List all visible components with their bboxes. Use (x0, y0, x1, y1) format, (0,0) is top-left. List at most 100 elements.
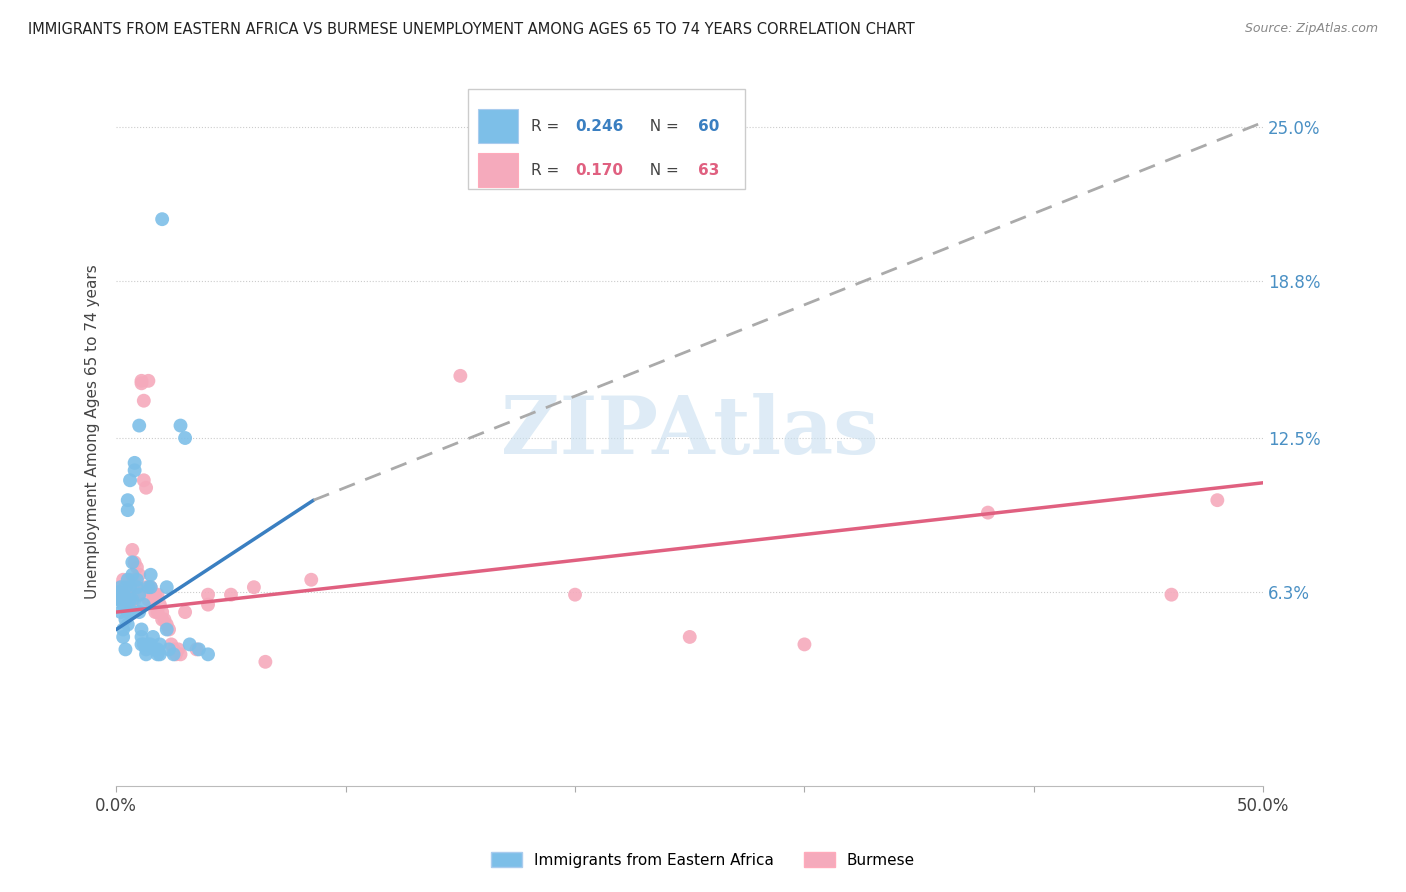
Point (146, 642, 169, 657)
Point (138, 637, 160, 651)
Point (110, 592, 132, 607)
Point (117, 580, 139, 594)
Point (160, 637, 183, 651)
Point (135, 642, 157, 657)
Point (121, 567, 143, 582)
Point (124, 456, 146, 470)
Point (150, 605, 173, 619)
Point (118, 592, 141, 607)
Point (125, 580, 148, 594)
Point (128, 588, 150, 602)
Point (112, 573, 135, 587)
Bar (468, 89, 745, 189)
Point (156, 623, 179, 637)
Point (1160, 588, 1182, 602)
Point (197, 648, 219, 662)
Point (118, 598, 141, 612)
Point (167, 642, 190, 657)
Point (174, 605, 197, 619)
Point (157, 642, 180, 657)
Point (156, 580, 179, 594)
Point (135, 648, 157, 662)
Point (114, 613, 136, 627)
Text: Source: ZipAtlas.com: Source: ZipAtlas.com (1244, 22, 1378, 36)
Bar (478, 153, 517, 186)
Point (117, 573, 139, 587)
Point (114, 580, 136, 594)
Point (165, 648, 187, 662)
Point (139, 637, 162, 651)
Point (149, 598, 172, 612)
Point (125, 573, 148, 587)
Point (150, 212, 173, 227)
Legend: Immigrants from Eastern Africa, Burmese: Immigrants from Eastern Africa, Burmese (484, 844, 922, 875)
Point (139, 567, 162, 582)
Point (143, 642, 166, 657)
Point (162, 648, 184, 662)
Point (131, 374, 153, 388)
Point (128, 567, 150, 582)
Point (186, 642, 208, 657)
Text: 0.170: 0.170 (575, 163, 623, 178)
Point (117, 605, 139, 619)
Point (125, 580, 148, 594)
Point (124, 555, 146, 569)
Point (131, 630, 153, 644)
Point (128, 418, 150, 433)
Point (179, 637, 201, 651)
Point (117, 617, 139, 632)
Point (219, 588, 242, 602)
Point (679, 630, 702, 644)
Point (121, 542, 143, 557)
Point (112, 585, 135, 599)
Point (132, 598, 155, 612)
Point (118, 473, 141, 487)
Point (793, 637, 815, 651)
Point (150, 613, 173, 627)
Point (299, 573, 322, 587)
Point (121, 555, 143, 569)
Point (114, 642, 136, 657)
Point (110, 585, 132, 599)
Point (139, 580, 162, 594)
Point (174, 431, 197, 445)
Point (977, 506, 1000, 520)
Point (114, 592, 136, 607)
Point (112, 630, 135, 644)
Point (117, 493, 139, 508)
Point (121, 588, 143, 602)
Point (138, 580, 160, 594)
Point (169, 418, 191, 433)
Point (149, 648, 172, 662)
Text: N =: N = (640, 163, 685, 178)
Point (146, 605, 169, 619)
Point (114, 580, 136, 594)
Point (156, 617, 179, 632)
Point (107, 585, 129, 599)
Point (162, 642, 184, 657)
Text: R =: R = (531, 163, 565, 178)
Text: 60: 60 (697, 119, 718, 134)
Point (143, 605, 166, 619)
Point (139, 580, 162, 594)
Point (132, 637, 155, 651)
Point (110, 592, 132, 607)
Point (128, 588, 150, 602)
Point (153, 613, 176, 627)
Point (243, 580, 266, 594)
Point (138, 592, 160, 607)
Point (110, 605, 132, 619)
Point (169, 648, 191, 662)
Point (197, 598, 219, 612)
Point (112, 623, 135, 637)
Point (124, 592, 146, 607)
Point (112, 588, 135, 602)
Point (135, 580, 157, 594)
Point (117, 592, 139, 607)
Point (149, 637, 172, 651)
Point (121, 592, 143, 607)
Point (254, 655, 277, 669)
Point (107, 580, 129, 594)
Point (142, 630, 165, 644)
Text: 0.246: 0.246 (575, 119, 623, 134)
